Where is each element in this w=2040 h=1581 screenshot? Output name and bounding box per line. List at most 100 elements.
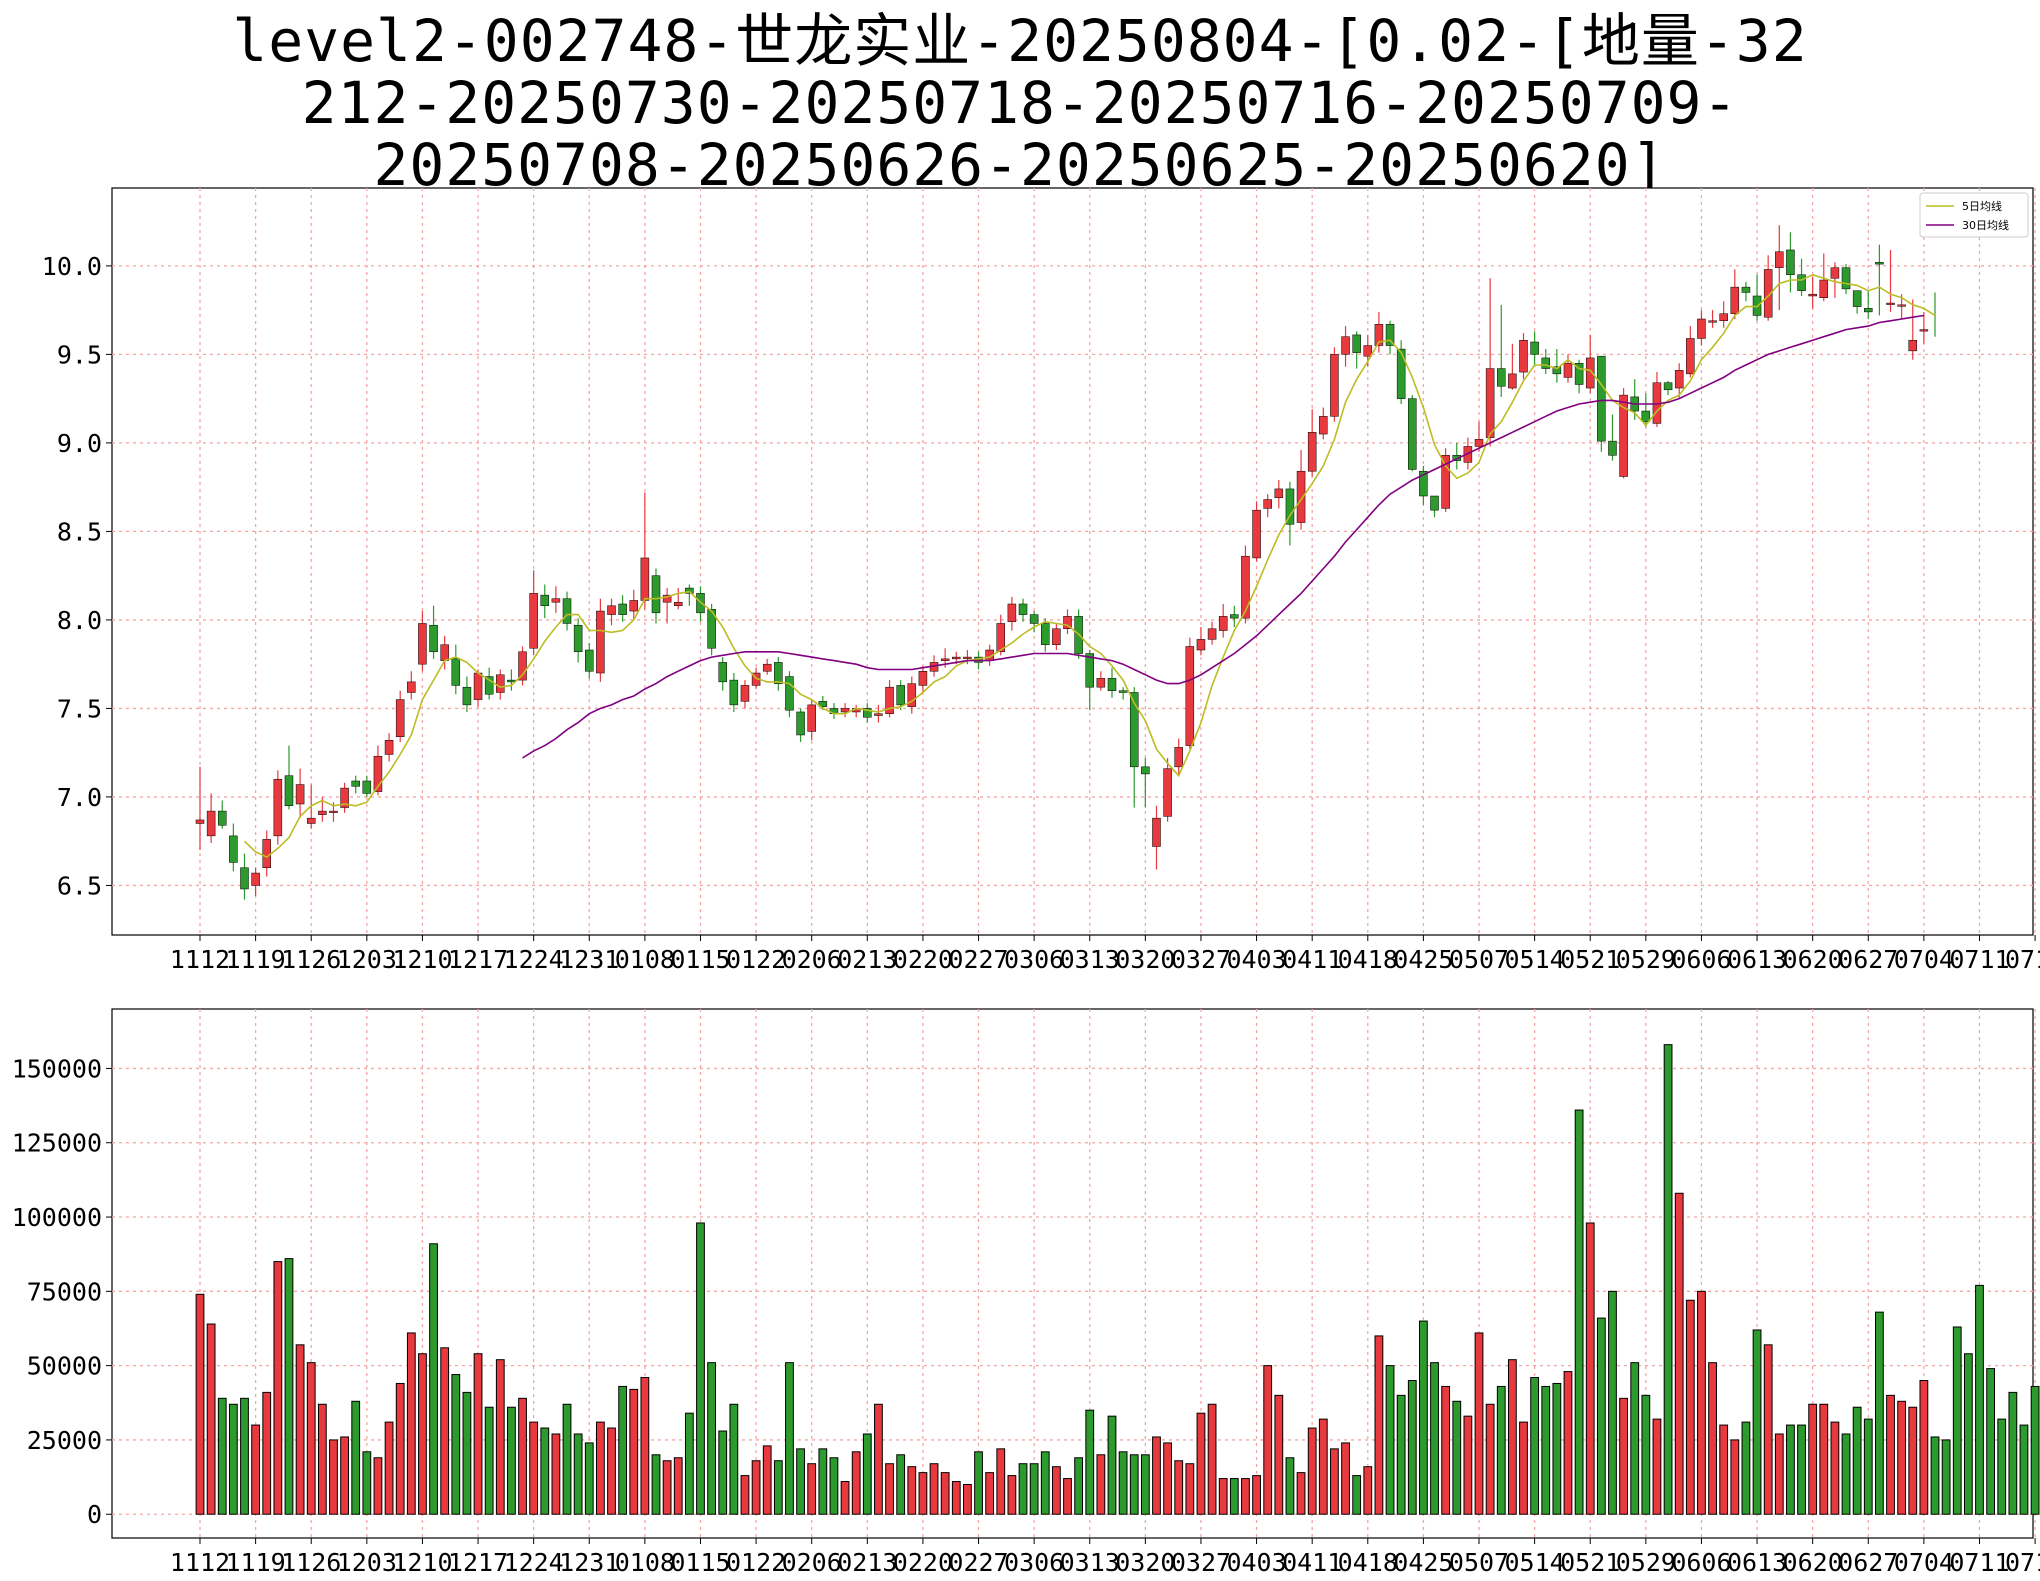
volume-bar: [684, 1412, 694, 1515]
price-xtick-label: 0521: [1560, 945, 1620, 974]
candle-body: [1819, 279, 1829, 298]
price-panel: 6.5 7.0 7.5 8.0 8.5 9.0 9.5 10.0 111211191126120…: [42, 187, 2040, 974]
volume-bar: [1852, 1406, 1862, 1515]
volume-bar: [2008, 1391, 2018, 1515]
volume-bar: [907, 1466, 917, 1515]
candle-body: [1763, 269, 1773, 318]
volume-bar: [1819, 1403, 1829, 1515]
volume-bar: [529, 1421, 539, 1515]
candle-body: [1808, 293, 1817, 297]
candle-body: [429, 624, 438, 653]
candle-body: [318, 810, 327, 815]
candle-body: [1775, 251, 1784, 268]
price-ytick-label: 10.0: [42, 252, 102, 281]
candle-body: [1408, 398, 1417, 470]
price-xtick-label: 0529: [1616, 945, 1676, 974]
volume-bar: [1585, 1222, 1595, 1515]
volume-bar: [1619, 1397, 1628, 1515]
candle-body: [1585, 357, 1595, 389]
price-ytick-label: 8.0: [57, 606, 102, 635]
candle-body: [685, 587, 694, 594]
candle-body: [1141, 766, 1150, 775]
volume-bar: [1107, 1415, 1117, 1515]
volume-bar: [1018, 1463, 1028, 1515]
price-xtick-label: 1210: [392, 945, 452, 974]
volume-bar: [662, 1460, 672, 1515]
volume-bar: [284, 1258, 294, 1515]
volume-bar: [2030, 1385, 2040, 1515]
candle-body: [640, 557, 650, 601]
price-xtick-label: 1203: [337, 945, 397, 974]
volume-bar: [818, 1448, 828, 1515]
volume-bar: [1363, 1466, 1373, 1515]
volume-bar: [1129, 1454, 1139, 1515]
candle-body: [1330, 354, 1339, 417]
volume-xtick-label: 0529: [1616, 1548, 1676, 1577]
candle-body: [762, 663, 772, 672]
candle-body: [473, 672, 483, 700]
volume-bar: [1163, 1442, 1172, 1515]
volume-ytick-label: 125000: [12, 1129, 102, 1158]
volume-xtick-label: 0613: [1727, 1548, 1787, 1577]
candle-body: [251, 872, 260, 886]
volume-xtick-label: 0704: [1894, 1548, 1954, 1577]
volume-bar: [1074, 1457, 1084, 1515]
candle-body: [306, 817, 316, 824]
volume-xtick-label: 0711: [1949, 1548, 2009, 1577]
volume-xtick-label: 0115: [670, 1548, 730, 1577]
candle-body: [1574, 362, 1584, 385]
volume-bar: [718, 1430, 728, 1515]
volume-bar: [1541, 1385, 1551, 1515]
candle-body: [1619, 394, 1628, 477]
title-line-1: level2-002748-世龙实业-20250804-[0.02-[地量-32: [232, 7, 1808, 75]
volume-bar: [484, 1406, 494, 1515]
candle-body: [1041, 623, 1050, 645]
candle-body: [1541, 357, 1550, 369]
volume-bar: [1463, 1415, 1473, 1515]
volume-bar: [251, 1424, 261, 1515]
candle-body: [729, 679, 739, 706]
volume-bar: [1774, 1433, 1784, 1515]
volume-xtick-label: 1217: [448, 1548, 508, 1577]
volume-xtick-label: 1126: [281, 1548, 341, 1577]
candle-body: [718, 662, 727, 683]
volume-bar: [195, 1293, 205, 1515]
volume-bar: [1630, 1362, 1640, 1515]
candle-body: [284, 775, 294, 807]
volume-bar: [1507, 1359, 1517, 1515]
volume-bar: [874, 1403, 883, 1515]
candle-body: [195, 819, 205, 824]
price-xtick-label: 0425: [1393, 945, 1453, 974]
volume-bar: [262, 1391, 272, 1515]
candle-body: [1374, 324, 1384, 346]
candle-body: [1686, 338, 1695, 375]
price-xtick-label: 0115: [670, 945, 730, 974]
candle-body: [1841, 267, 1851, 290]
volume-xtick-label: 0206: [782, 1548, 842, 1577]
volume-bar: [1307, 1427, 1317, 1515]
volume-bar: [1897, 1400, 1907, 1515]
candle-body: [1063, 616, 1072, 630]
candle-body: [1552, 366, 1562, 375]
volume-xtick-label: 0627: [1838, 1548, 1898, 1577]
candle-body: [740, 685, 750, 702]
volume-bar: [1185, 1463, 1195, 1515]
candle-body: [1663, 382, 1673, 391]
volume-bar: [306, 1362, 316, 1515]
volume-bar: [1040, 1451, 1050, 1515]
volume-bar: [940, 1472, 950, 1515]
volume-bar: [1708, 1362, 1717, 1515]
volume-bar: [1674, 1192, 1684, 1515]
volume-bar: [1786, 1424, 1795, 1515]
volume-bar: [351, 1400, 361, 1515]
volume-bar: [217, 1397, 227, 1515]
price-xtick-label: 0411: [1282, 945, 1342, 974]
volume-bar: [595, 1421, 605, 1515]
price-ytick-label: 7.0: [57, 783, 102, 812]
volume-bar: [985, 1472, 995, 1515]
volume-bar: [1341, 1442, 1350, 1515]
candle-body: [217, 810, 227, 826]
price-ytick-label: 6.5: [57, 871, 102, 900]
candle-body: [1897, 304, 1906, 307]
